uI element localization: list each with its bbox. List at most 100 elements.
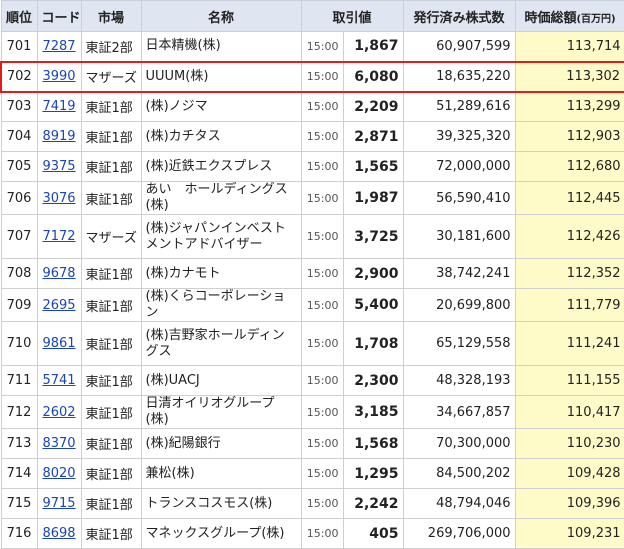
market-cap-cell: 113,299	[514, 91, 624, 122]
market-cap-cell: 112,352	[514, 258, 624, 289]
company-name-cell: (株)UACJ	[140, 365, 302, 396]
company-name-cell: (株)カチタス	[140, 121, 302, 152]
market-cell: 東証1部	[80, 321, 142, 366]
rank-cell: 702	[0, 60, 38, 93]
time-cell: 15:00	[300, 458, 344, 489]
company-name-cell: (株)カナモト	[140, 258, 302, 289]
code-cell: 8370	[36, 428, 82, 459]
table-row: 714 8020 東証1部 兼松(株) 15:00 1,295 84,500,202 109,…	[0, 458, 624, 489]
shares-cell: 70,300,000	[402, 428, 516, 459]
stock-code-link[interactable]: 8370	[42, 436, 76, 451]
table-row: 711 5741 東証1部 (株)UACJ 15:00 2,300 48,328,193 11…	[0, 365, 624, 396]
code-cell: 7287	[36, 31, 82, 62]
stock-code-link[interactable]: 2602	[42, 404, 76, 420]
company-name-cell: 日本精機(株)	[140, 31, 302, 62]
shares-cell: 65,129,558	[402, 321, 516, 366]
code-cell: 8698	[36, 518, 82, 549]
stock-code-link[interactable]: 7419	[42, 99, 76, 115]
price-cell: 2,900	[342, 258, 404, 289]
stock-code-link[interactable]: 8698	[42, 526, 76, 541]
stock-code-link[interactable]: 8919	[42, 129, 76, 144]
stock-code-link[interactable]: 3990	[42, 69, 76, 84]
stock-code-link[interactable]: 9715	[42, 496, 76, 511]
company-name-cell: UUUM(株)	[140, 60, 302, 93]
time-cell: 15:00	[300, 518, 344, 549]
rank-cell: 704	[0, 121, 38, 152]
company-name-cell: 日清オイリオグループ(株)	[140, 395, 302, 429]
time-cell: 15:00	[300, 181, 344, 215]
shares-cell: 51,289,616	[402, 91, 516, 122]
shares-cell: 30,181,600	[402, 214, 516, 259]
shares-cell: 18,635,220	[402, 60, 516, 93]
stock-code-link[interactable]: 9678	[42, 266, 76, 281]
shares-cell: 20,699,800	[402, 288, 516, 322]
market-cap-cell: 109,428	[514, 458, 624, 489]
company-name-cell: (株)吉野家ホールディングス	[140, 321, 302, 366]
table-row: 708 9678 東証1部 (株)カナモト 15:00 2,900 38,742,241 11…	[0, 258, 624, 289]
market-cap-cell: 110,230	[514, 428, 624, 459]
shares-cell: 269,706,000	[402, 518, 516, 549]
code-cell: 9715	[36, 488, 82, 519]
market-cap-cell: 113,714	[514, 31, 624, 62]
header-row: 順位 コード 市場 名称 取引値 発行済み株式数 時価総額(百万円)	[0, 0, 624, 32]
rank-cell: 713	[0, 428, 38, 459]
rank-cell: 715	[0, 488, 38, 519]
code-cell: 9678	[36, 258, 82, 289]
market-cell: 東証2部	[80, 31, 142, 62]
table-row: 701 7287 東証2部 日本精機(株) 15:00 1,867 60,907,599 11…	[0, 31, 624, 62]
table-row: 716 8698 東証1部 マネックスグループ(株) 15:00 405 269,706,0…	[0, 518, 624, 549]
table-row: 710 9861 東証1部 (株)吉野家ホールディングス 15:00 1,708 65,12…	[0, 321, 624, 366]
time-cell: 15:00	[300, 151, 344, 182]
price-cell: 3,725	[342, 214, 404, 259]
market-cap-cell: 109,231	[514, 518, 624, 549]
header-rank: 順位	[0, 0, 38, 32]
code-cell: 3076	[36, 181, 82, 215]
stock-code-link[interactable]: 5741	[42, 373, 76, 388]
shares-cell: 72,000,000	[402, 151, 516, 182]
price-cell: 1,565	[342, 151, 404, 182]
table-row: 704 8919 東証1部 (株)カチタス 15:00 2,871 39,325,320 11…	[0, 121, 624, 152]
rank-cell: 708	[0, 258, 38, 289]
price-cell: 2,242	[342, 488, 404, 519]
time-cell: 15:00	[300, 365, 344, 396]
code-cell: 9861	[36, 321, 82, 366]
rank-cell: 710	[0, 321, 38, 366]
stock-code-link[interactable]: 3076	[42, 190, 76, 206]
code-cell: 7419	[36, 91, 82, 122]
shares-cell: 48,794,046	[402, 488, 516, 519]
price-cell: 5,400	[342, 288, 404, 322]
market-cell: 東証1部	[80, 428, 142, 459]
stock-code-link[interactable]: 9861	[42, 336, 76, 351]
stock-code-link[interactable]: 7287	[42, 38, 76, 54]
time-cell: 15:00	[300, 91, 344, 122]
table-row: 712 2602 東証1部 日清オイリオグループ(株) 15:00 3,185 34,667…	[0, 395, 624, 429]
price-cell: 6,080	[342, 60, 404, 93]
rank-cell: 714	[0, 458, 38, 489]
code-cell: 7172	[36, 214, 82, 259]
stock-code-link[interactable]: 9375	[42, 159, 76, 174]
price-cell: 1,867	[342, 31, 404, 62]
market-cell: 東証1部	[80, 395, 142, 429]
code-cell: 5741	[36, 365, 82, 396]
price-cell: 3,185	[342, 395, 404, 429]
market-cell: 東証1部	[80, 121, 142, 152]
price-cell: 1,295	[342, 458, 404, 489]
market-cell: 東証1部	[80, 458, 142, 489]
time-cell: 15:00	[300, 395, 344, 429]
market-cell: 東証1部	[80, 91, 142, 122]
company-name-cell: トランスコスモス(株)	[140, 488, 302, 519]
header-cap-label: 時価総額	[524, 10, 577, 26]
market-cell: 東証1部	[80, 518, 142, 549]
stock-code-link[interactable]: 2695	[42, 297, 76, 313]
stock-code-link[interactable]: 7172	[42, 229, 76, 244]
price-cell: 2,871	[342, 121, 404, 152]
table-row: 706 3076 東証1部 あい ホールディングス(株) 15:00 1,987 56,59…	[0, 181, 624, 215]
header-cap-unit: (百万円)	[576, 13, 616, 25]
table-row: 705 9375 東証1部 (株)近鉄エクスプレス 15:00 1,565 72,000,0…	[0, 151, 624, 182]
time-cell: 15:00	[300, 121, 344, 152]
rank-cell: 701	[0, 31, 38, 62]
rank-cell: 706	[0, 181, 38, 215]
company-name-cell: (株)紀陽銀行	[140, 428, 302, 459]
stock-code-link[interactable]: 8020	[42, 466, 76, 481]
